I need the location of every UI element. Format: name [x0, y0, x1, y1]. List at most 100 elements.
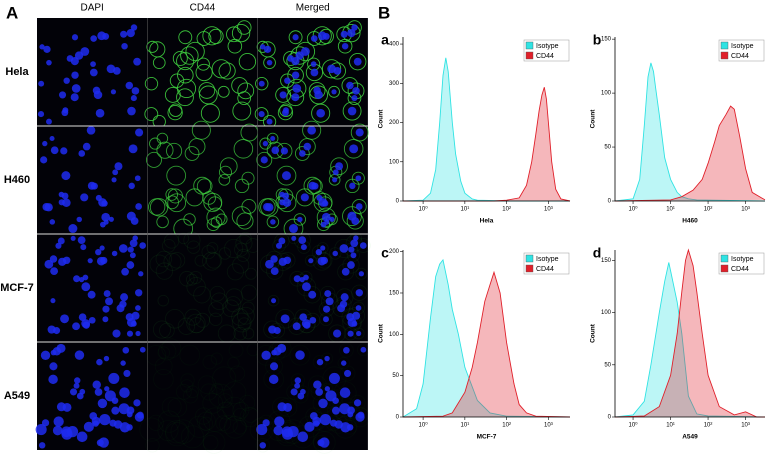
- nucleus: [319, 414, 332, 426]
- membrane: [289, 344, 311, 366]
- nucleus: [72, 322, 80, 331]
- membrane: [319, 312, 333, 326]
- nucleus: [332, 169, 339, 176]
- nucleus: [332, 250, 338, 257]
- membrane: [200, 383, 218, 401]
- nucleus: [299, 150, 306, 157]
- micrograph: [35, 342, 148, 450]
- nucleus: [104, 386, 110, 392]
- membrane: [202, 434, 219, 451]
- nucleus: [81, 282, 91, 292]
- nucleus: [297, 431, 309, 443]
- legend-label: Isotype: [536, 43, 559, 50]
- nucleus: [83, 421, 94, 432]
- nucleus: [71, 84, 81, 93]
- nucleus: [80, 47, 90, 56]
- histogram-curve: [402, 270, 571, 418]
- membrane: [196, 178, 213, 194]
- membrane: [165, 308, 185, 329]
- y-tick-label: 0: [608, 415, 612, 421]
- nucleus: [260, 44, 266, 50]
- membrane: [330, 157, 348, 176]
- micrograph: [254, 18, 368, 129]
- nucleus: [324, 290, 332, 298]
- membrane: [156, 141, 174, 159]
- legend-swatch: [720, 41, 729, 50]
- nucleus: [331, 89, 337, 95]
- nucleus: [42, 140, 48, 147]
- membrane: [224, 238, 244, 259]
- nucleus: [351, 95, 358, 102]
- membrane: [338, 342, 354, 358]
- membrane: [168, 103, 183, 117]
- x-tick-label: 10³: [544, 207, 553, 213]
- nucleus: [58, 91, 67, 99]
- nucleus: [88, 316, 96, 324]
- legend-label: Isotype: [536, 256, 559, 263]
- image-background: [147, 234, 258, 342]
- nucleus: [340, 30, 348, 38]
- histogram-curve: [403, 87, 571, 202]
- nucleus: [52, 425, 63, 436]
- membrane: [211, 382, 224, 395]
- y-tick-label: 150: [389, 291, 400, 297]
- membrane: [180, 425, 205, 449]
- nucleus: [263, 45, 272, 53]
- membrane: [216, 401, 235, 420]
- nucleus: [38, 442, 46, 449]
- micrograph: [37, 18, 148, 126]
- nucleus: [135, 289, 143, 297]
- chart-letter: b: [593, 32, 602, 48]
- membrane: [349, 52, 367, 71]
- nucleus: [291, 93, 300, 102]
- micrograph: [145, 120, 259, 239]
- nucleus: [62, 107, 69, 114]
- row-label: MCF-7: [0, 282, 34, 294]
- nucleus: [70, 57, 79, 66]
- membrane: [276, 165, 297, 186]
- membrane: [234, 242, 249, 257]
- membrane: [298, 415, 321, 438]
- membrane: [355, 267, 368, 280]
- membrane: [240, 284, 258, 301]
- nucleus: [121, 42, 128, 50]
- nucleus: [139, 346, 146, 353]
- nucleus: [347, 106, 357, 116]
- nucleus: [131, 311, 140, 320]
- nucleus: [99, 245, 105, 251]
- membrane: [233, 326, 248, 341]
- nucleus: [350, 239, 359, 248]
- y-tick-label: 50: [604, 145, 611, 151]
- nucleus: [87, 290, 96, 299]
- nucleus: [346, 313, 355, 322]
- membrane: [180, 46, 199, 65]
- membrane: [149, 254, 169, 274]
- nucleus: [256, 424, 268, 436]
- membrane: [154, 357, 173, 376]
- nucleus: [120, 360, 126, 366]
- nucleus: [130, 95, 137, 102]
- nucleus: [309, 316, 317, 324]
- nucleus: [303, 274, 309, 281]
- membrane: [195, 312, 211, 328]
- nucleus: [129, 239, 138, 248]
- membrane: [176, 88, 194, 107]
- membrane: [175, 384, 192, 400]
- nucleus: [38, 80, 45, 87]
- nucleus: [265, 203, 274, 212]
- nucleus: [79, 388, 86, 395]
- nucleus: [271, 146, 280, 155]
- membrane: [222, 396, 247, 421]
- nucleus: [120, 30, 128, 38]
- nucleus: [270, 219, 276, 225]
- membrane: [298, 138, 316, 156]
- membrane: [146, 40, 159, 53]
- histogram-curve: [402, 258, 571, 418]
- y-tick-label: 400: [389, 42, 400, 48]
- x-tick-label: 10⁰: [419, 206, 429, 213]
- micrograph: [256, 120, 369, 239]
- membrane: [294, 146, 310, 161]
- nucleus: [357, 411, 365, 419]
- membrane: [218, 173, 231, 186]
- membrane: [159, 322, 175, 339]
